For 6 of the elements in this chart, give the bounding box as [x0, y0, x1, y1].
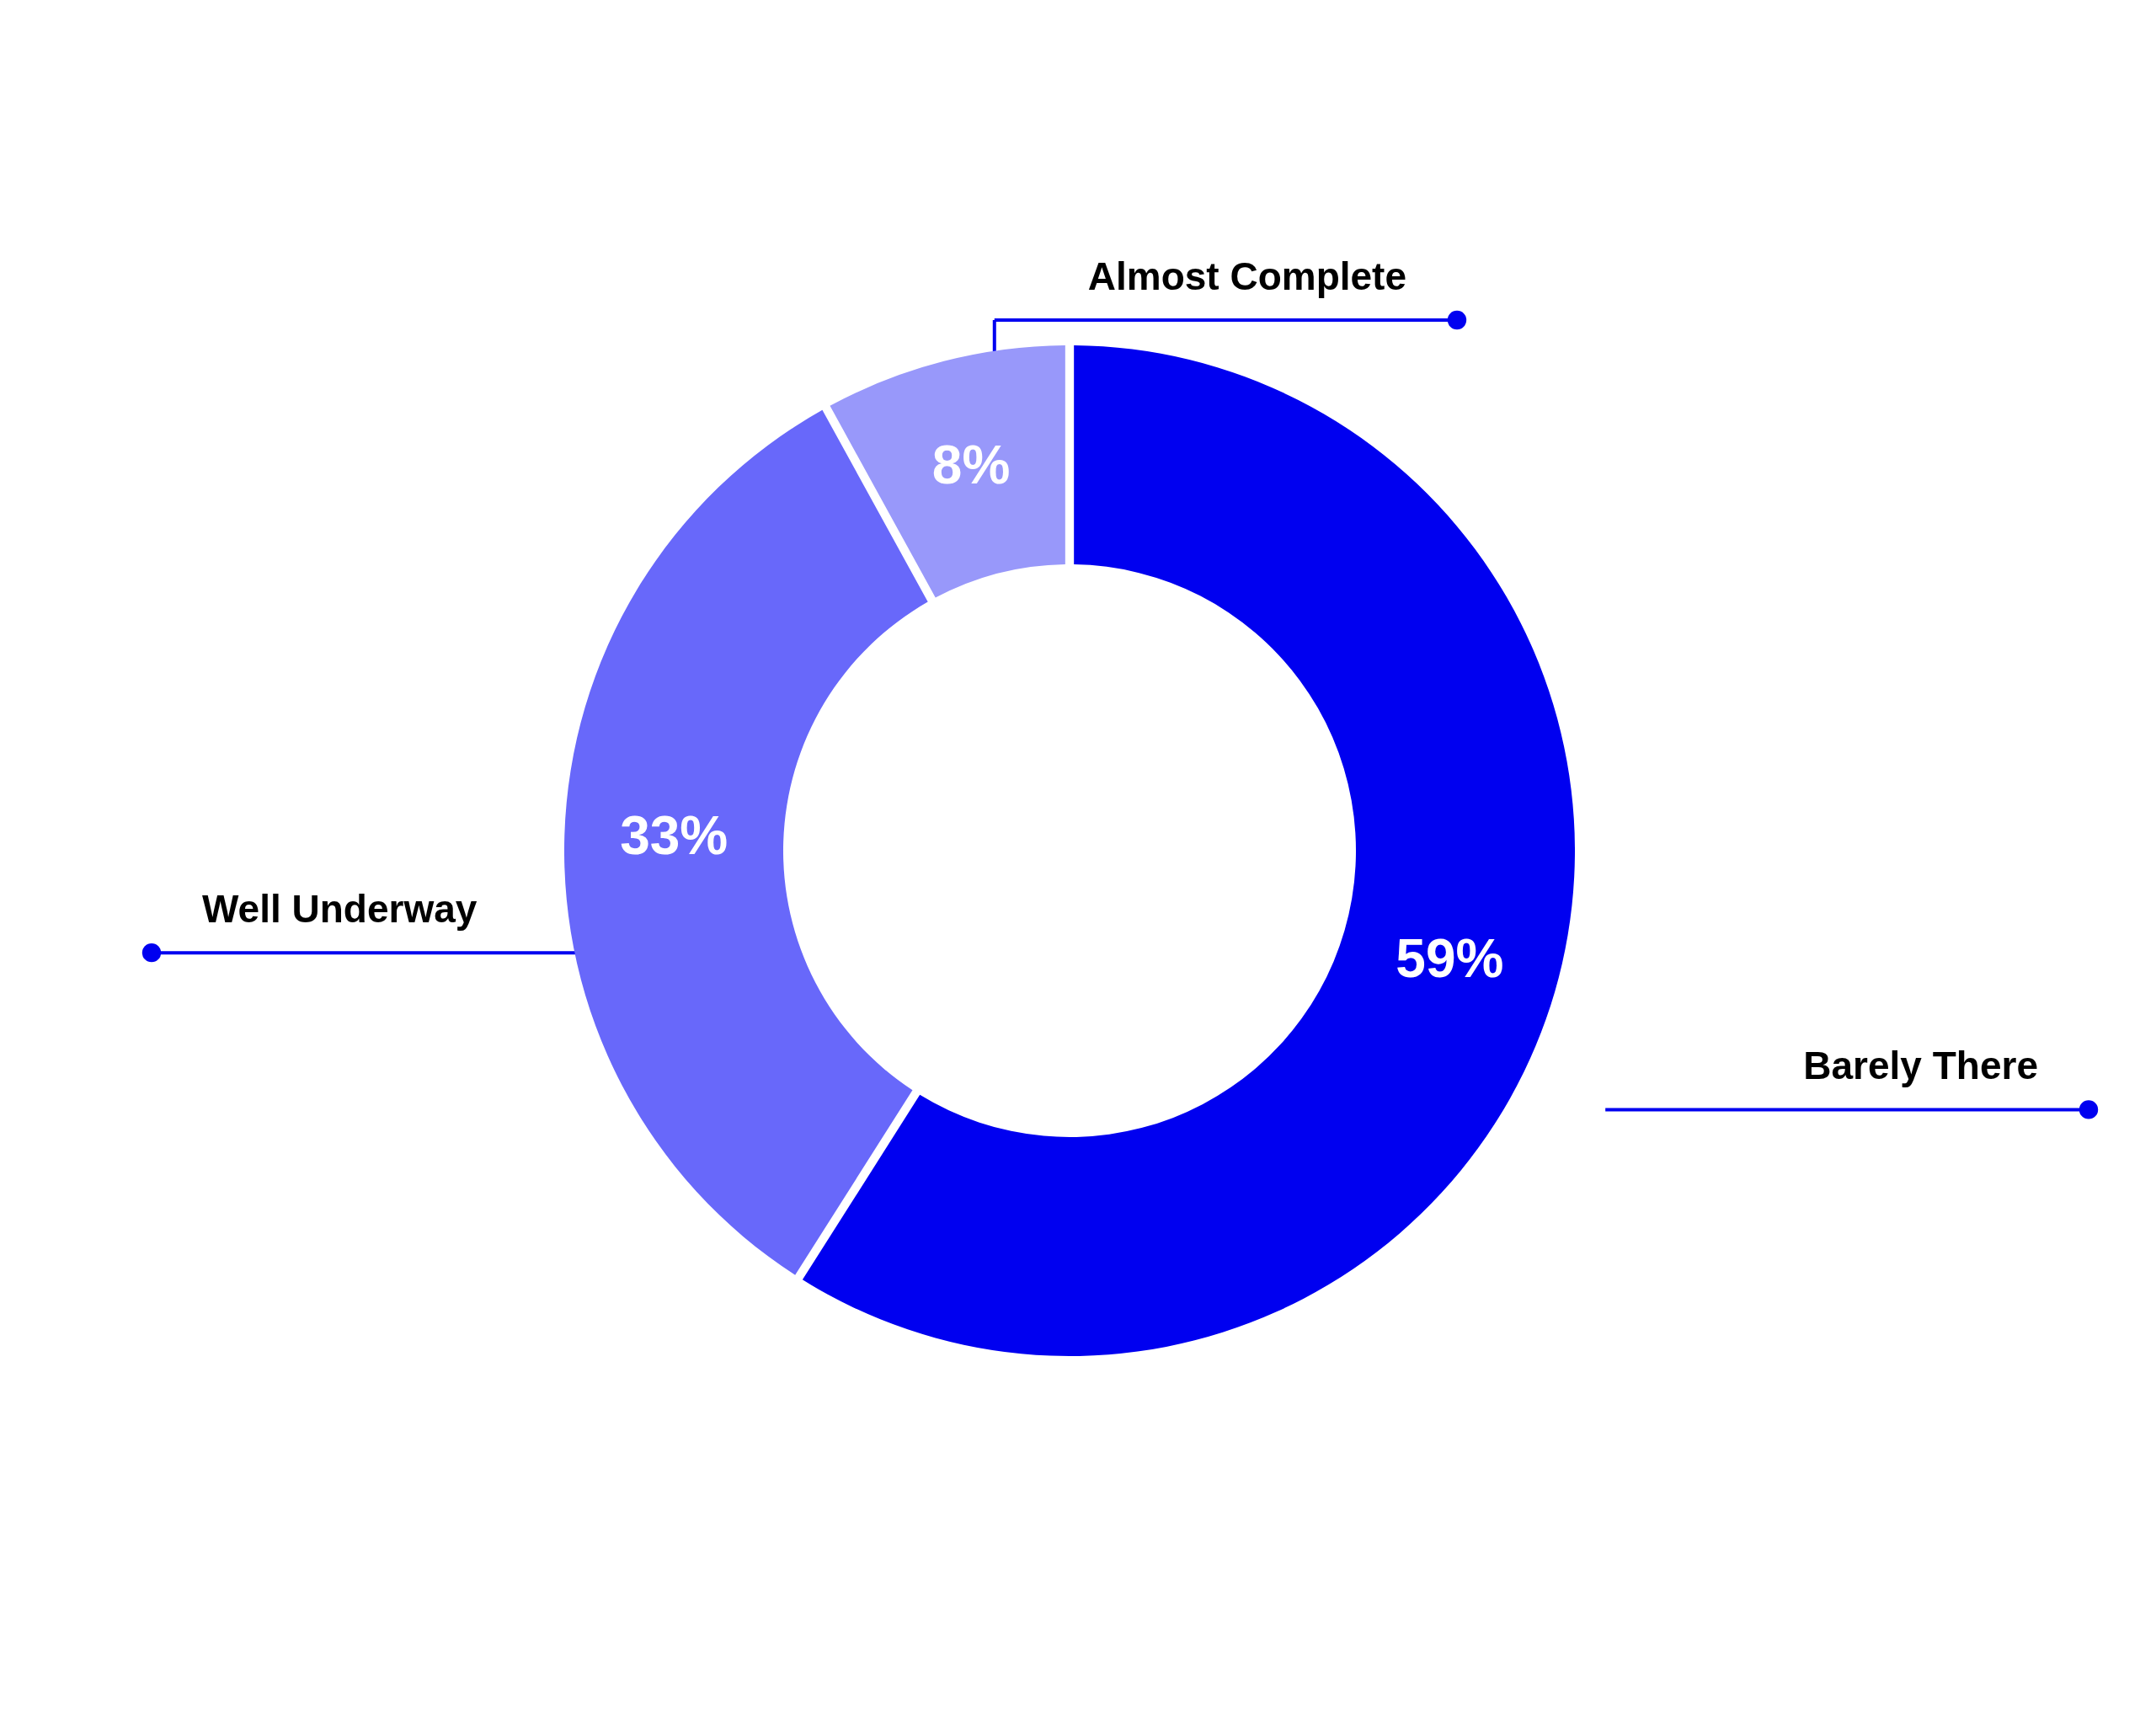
data-label: 8%	[931, 434, 1011, 495]
slice-label: Barely There	[1803, 1044, 2038, 1088]
data-label: 59%	[1396, 928, 1504, 990]
data-label: 33%	[620, 805, 728, 867]
slice-label: Almost Complete	[1087, 254, 1406, 298]
slice-label: Well Underway	[202, 887, 478, 932]
